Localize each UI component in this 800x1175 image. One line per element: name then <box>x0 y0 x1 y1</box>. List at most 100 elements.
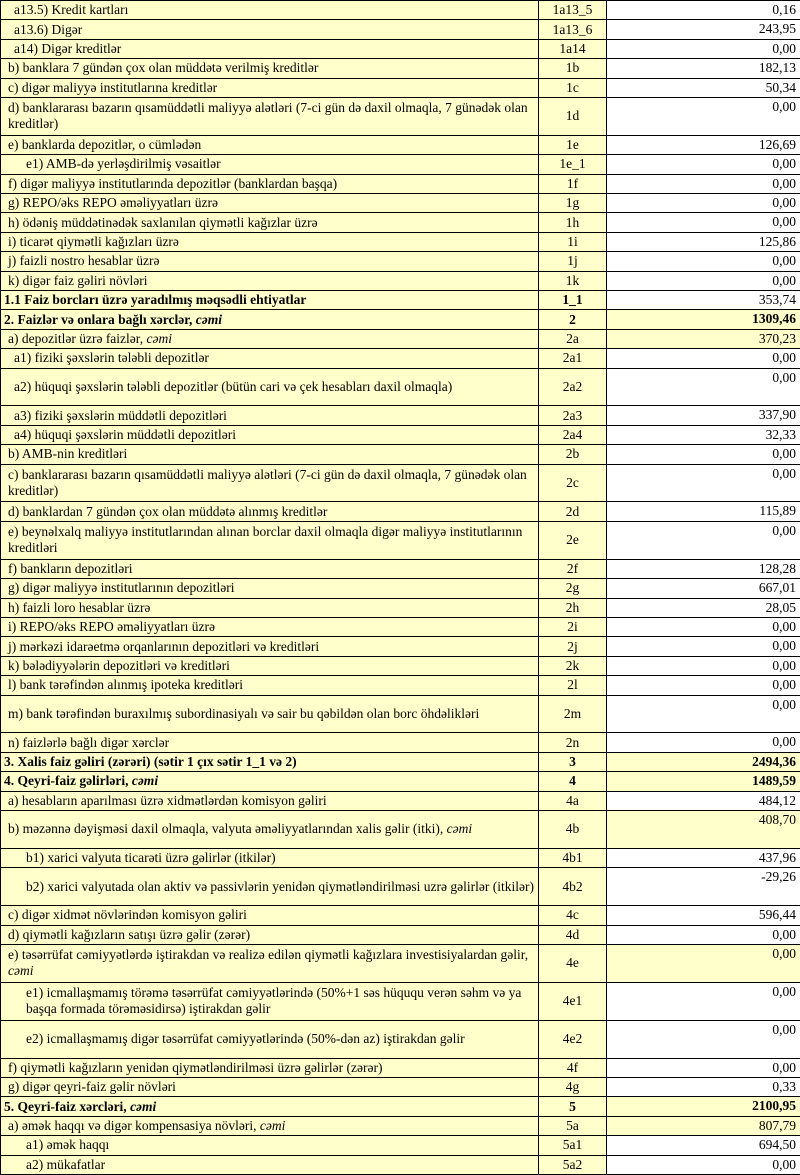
row-value: 0,00 <box>772 156 796 171</box>
row-label: a13.5) Kredit kartları <box>14 2 128 17</box>
row-value: 0,00 <box>772 619 796 634</box>
row-value-cell: 0,00 <box>607 521 800 559</box>
table-row: d) qiymətli kağızların satışı üzrə gəlir… <box>1 925 800 944</box>
table-row: a) əmək haqqı və digər kompensasiya növl… <box>1 1116 800 1135</box>
row-label: f) digər maliyyə institutlarında depozit… <box>8 176 337 191</box>
table-row: j) faizli nostro hesablar üzrə 1j 0,00 <box>1 252 800 271</box>
row-value-cell: 370,23 <box>607 329 800 348</box>
row-label-cell: e2) icmallaşmamış digər təsərrüfat cəmiy… <box>1 1020 539 1058</box>
row-code: 2a3 <box>563 408 583 423</box>
row-value: 0,00 <box>772 638 796 653</box>
row-label: g) digər qeyri-faiz gəlir növləri <box>8 1079 176 1094</box>
row-label-cell: d) qiymətli kağızların satışı üzrə gəlir… <box>1 925 539 944</box>
row-label: j) mərkəzi idarəetmə orqanlarının depozi… <box>8 639 319 654</box>
row-label-cell: c) banklararası bazarın qısamüddətli mal… <box>1 464 539 502</box>
row-code-cell: 4e2 <box>539 1020 607 1058</box>
row-value: 596,44 <box>759 907 796 922</box>
row-value-cell: 0,00 <box>607 194 800 213</box>
row-code: 2d <box>566 504 580 519</box>
row-label: e) təsərrüfat cəmiyyətlərdə iştirakdan v… <box>8 947 528 962</box>
row-value: 0,00 <box>772 523 796 538</box>
table-row: f) bankların depozitləri 2f 128,28 <box>1 559 800 578</box>
row-label: 5. Qeyri-faiz xərcləri, <box>4 1099 130 1114</box>
row-code-cell: 4g <box>539 1077 607 1096</box>
row-value: 437,96 <box>759 850 796 865</box>
table-row: e) banklarda depozitlər, o cümlədən 1e 1… <box>1 135 800 154</box>
row-label: a1) əmək haqqı <box>26 1137 109 1152</box>
row-label: 2. Faizlər və onlara bağlı xərclər, <box>4 312 196 327</box>
table-row: b1) xarici valyuta ticarəti üzrə gəlirlə… <box>1 848 800 867</box>
row-label-cell: h) ödəniş müddətinədək saxlanılan qiymət… <box>1 213 539 232</box>
row-value: 0,00 <box>772 946 796 961</box>
row-code: 5 <box>569 1099 576 1114</box>
row-value: 0,00 <box>772 984 796 999</box>
row-value: 0,00 <box>772 214 796 229</box>
row-value: 0,00 <box>772 176 796 191</box>
row-value: -29,26 <box>761 869 796 884</box>
row-code: 2a2 <box>563 379 583 394</box>
row-label-cell: e) beynəlxalq maliyyə institutlarından a… <box>1 521 539 559</box>
table-row: 5. Qeyri-faiz xərcləri, cəmi 5 2100,95 <box>1 1097 800 1116</box>
row-code-cell: 2a2 <box>539 368 607 406</box>
table-row: b2) xarici valyutada olan aktiv və passi… <box>1 868 800 906</box>
row-code-cell: 2a4 <box>539 425 607 444</box>
row-label: a) əmək haqqı və digər kompensasiya növl… <box>8 1118 260 1133</box>
row-value: 337,90 <box>759 407 796 422</box>
row-label: a13.6) Digər <box>14 22 82 37</box>
row-value-cell: 0,00 <box>607 944 800 982</box>
row-code: 1_1 <box>562 292 582 307</box>
row-label-cell: a2) hüquqi şəxslərin tələbli depozitlər … <box>1 368 539 406</box>
table-row: e1) AMB-də yerləşdirilmiş vəsaitlər 1e_1… <box>1 155 800 174</box>
row-label-cell: a2) mükafatlar <box>1 1155 539 1174</box>
row-label: a1) fiziki şəxslərin tələbli depozitlər <box>14 350 209 365</box>
row-label-cell: c) digər xidmət növlərindən komisyon gəl… <box>1 906 539 925</box>
row-code-cell: 2n <box>539 733 607 752</box>
row-code-cell: 2f <box>539 559 607 578</box>
row-value-cell: 0,00 <box>607 925 800 944</box>
row-label: c) digər xidmət növlərindən komisyon gəl… <box>8 907 247 922</box>
row-code: 1g <box>566 195 580 210</box>
table-row: b) məzənnə dəyişməsi daxil olmaqla, valy… <box>1 810 800 848</box>
row-code: 1f <box>567 176 578 191</box>
row-value-cell: 125,86 <box>607 232 800 251</box>
row-value: 125,86 <box>759 234 796 249</box>
row-code-cell: 1c <box>539 78 607 97</box>
row-label-italic-suffix: cəmi <box>130 1099 156 1114</box>
row-code: 2e <box>566 532 579 547</box>
row-code: 1e_1 <box>559 156 585 171</box>
row-code: 4b <box>566 821 580 836</box>
table-row: e) beynəlxalq maliyyə institutlarından a… <box>1 521 800 559</box>
row-label-cell: c) digər maliyyə institutlarına kreditlə… <box>1 78 539 97</box>
row-value: 694,50 <box>759 1137 796 1152</box>
row-code: 1b <box>566 60 580 75</box>
row-value-cell: 667,01 <box>607 579 800 598</box>
row-label: e1) AMB-də yerləşdirilmiş vəsaitlər <box>26 156 221 171</box>
row-code-cell: 5a <box>539 1116 607 1135</box>
table-row: 3. Xalis faiz gəliri (zərəri) (sətir 1 ç… <box>1 752 800 771</box>
row-label-cell: n) faizlərlə bağlı digər xərclər <box>1 733 539 752</box>
table-row: a) depozitlər üzrə faizlər, cəmi 2a 370,… <box>1 329 800 348</box>
row-label-cell: j) mərkəzi idarəetmə orqanlarının depozi… <box>1 637 539 656</box>
row-value-cell: 2100,95 <box>607 1097 800 1116</box>
row-value: 0,00 <box>772 41 796 56</box>
row-label: g) REPO/əks REPO əməliyyatları üzrə <box>8 195 218 210</box>
row-label-cell: a1) əmək haqqı <box>1 1136 539 1155</box>
table-row: h) ödəniş müddətinədək saxlanılan qiymət… <box>1 213 800 232</box>
table-row: d) banklardan 7 gündən çox olan müddətə … <box>1 502 800 521</box>
row-code-cell: 4b2 <box>539 868 607 906</box>
row-value-cell: 807,79 <box>607 1116 800 1135</box>
row-code-cell: 2 <box>539 310 607 329</box>
row-code-cell: 2h <box>539 598 607 617</box>
row-value-cell: 337,90 <box>607 406 800 425</box>
row-label-cell: d) banklararası bazarın qısamüddətli mal… <box>1 97 539 135</box>
row-code: 5a <box>566 1118 579 1133</box>
row-label: b) məzənnə dəyişməsi daxil olmaqla, valy… <box>8 821 447 836</box>
row-code-cell: 2d <box>539 502 607 521</box>
row-value-cell: 0,00 <box>607 617 800 636</box>
row-value: 667,01 <box>759 580 796 595</box>
row-value-cell: 0,00 <box>607 695 800 733</box>
row-value: 28,05 <box>766 600 796 615</box>
row-code-cell: 1a13_6 <box>539 20 607 39</box>
row-code: 4b1 <box>562 850 582 865</box>
